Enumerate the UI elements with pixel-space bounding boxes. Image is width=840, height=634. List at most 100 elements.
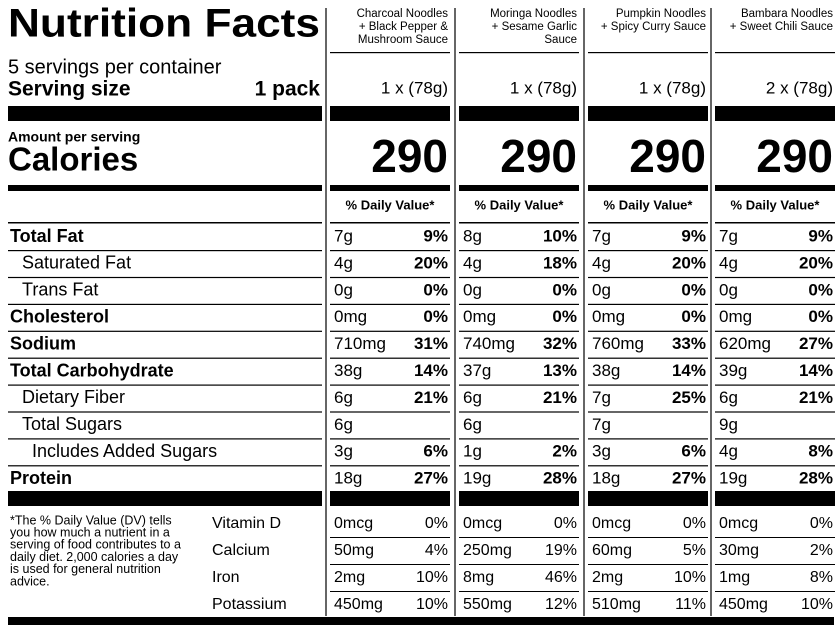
- nutrient-label: Protein: [10, 468, 72, 488]
- rule: [715, 330, 835, 332]
- amount: 0mg: [719, 307, 752, 326]
- vitamin-dv: 10%: [416, 596, 448, 613]
- rule: [715, 384, 835, 386]
- amount: 38g: [592, 361, 620, 380]
- rule: [588, 384, 708, 386]
- daily-value: 10%: [543, 226, 577, 245]
- rule: [8, 106, 322, 121]
- vitamin-amount: 250mg: [463, 542, 512, 559]
- rule: [588, 250, 708, 252]
- amount: 7g: [719, 226, 738, 245]
- rule: [588, 52, 708, 54]
- rule: [588, 185, 708, 191]
- vitamin-dv: 8%: [810, 569, 833, 586]
- title: Nutrition Facts: [8, 2, 320, 46]
- rule: [330, 384, 450, 386]
- amount: 3g: [334, 442, 353, 461]
- rule: [459, 185, 579, 191]
- amount: 0mg: [463, 307, 496, 326]
- vitamin-amount: 450mg: [719, 596, 768, 613]
- amount: 3g: [592, 442, 611, 461]
- rule: [8, 438, 322, 440]
- footnote: advice.: [10, 574, 50, 588]
- amount: 0g: [334, 280, 353, 299]
- rule: [459, 303, 579, 305]
- vitamin-dv: 2%: [810, 542, 833, 559]
- amount: 0g: [592, 280, 611, 299]
- vitamin-amount: 510mg: [592, 596, 641, 613]
- amount: 710mg: [334, 334, 386, 353]
- daily-value: 0%: [423, 307, 448, 326]
- vitamin-dv: 11%: [675, 596, 706, 613]
- amount: 38g: [334, 361, 362, 380]
- vitamin-dv: 10%: [801, 596, 833, 613]
- amount: 7g: [334, 226, 353, 245]
- rule: [8, 250, 322, 252]
- rule: [459, 438, 579, 440]
- serving-value: 1 x (78g): [510, 78, 577, 97]
- rule: [8, 330, 322, 332]
- rule: [459, 330, 579, 332]
- rule: [588, 564, 708, 565]
- rule: [715, 465, 835, 467]
- amount: 6g: [463, 388, 482, 407]
- dv-header: % Daily Value*: [346, 197, 436, 212]
- amount: 8g: [463, 226, 482, 245]
- rule: [715, 303, 835, 305]
- dv-header: % Daily Value*: [475, 197, 565, 212]
- daily-value: 27%: [799, 334, 833, 353]
- rule: [8, 357, 322, 359]
- rule: [715, 591, 835, 592]
- amount: 7g: [592, 388, 611, 407]
- vitamin-amount: 0mcg: [463, 515, 502, 532]
- product-name: + Spicy Curry Sauce: [601, 21, 706, 33]
- daily-value: 28%: [543, 469, 577, 488]
- product-name: Charcoal Noodles: [357, 8, 449, 20]
- nutrient-label: Includes Added Sugars: [32, 441, 217, 461]
- vitamin-dv: 10%: [674, 569, 706, 586]
- amount: 0g: [719, 280, 738, 299]
- rule: [330, 330, 450, 332]
- rule: [459, 276, 579, 279]
- rule: [330, 591, 450, 592]
- daily-value: 13%: [543, 361, 577, 380]
- rule: [330, 564, 450, 565]
- nutrient-label: Cholesterol: [10, 306, 109, 326]
- rule: [715, 438, 835, 440]
- servings: 5 servings per container: [8, 56, 222, 78]
- rule: [330, 106, 450, 121]
- serving-value: 2 x (78g): [766, 78, 833, 97]
- rule: [330, 411, 450, 413]
- rule: [715, 250, 835, 252]
- calories-value: 290: [756, 130, 833, 182]
- daily-value: 21%: [799, 388, 833, 407]
- rule: [330, 491, 450, 506]
- rule: [330, 250, 450, 252]
- rule: [459, 564, 579, 565]
- dv-header: % Daily Value*: [604, 197, 694, 212]
- rule: [330, 465, 450, 467]
- daily-value: 0%: [808, 280, 833, 299]
- nutrient-label: Dietary Fiber: [22, 387, 125, 407]
- serving-size: 1 pack: [255, 78, 321, 101]
- vitamin-amount: 0mcg: [592, 515, 631, 532]
- product-name: + Sweet Chili Sauce: [730, 21, 833, 33]
- amount: 4g: [719, 442, 738, 461]
- product-name: Pumpkin Noodles: [616, 8, 706, 20]
- vitamin-amount: 30mg: [719, 542, 759, 559]
- daily-value: 6%: [423, 442, 448, 461]
- rule: [8, 185, 322, 191]
- daily-value: 14%: [799, 361, 833, 380]
- rule: [715, 276, 835, 279]
- vitamin-amount: 2mg: [334, 569, 365, 586]
- rule: [715, 222, 835, 224]
- vitamin-amount: 2mg: [592, 569, 623, 586]
- footnote: daily diet. 2,000 calories a day: [10, 550, 179, 564]
- footnote: you how much a nutrient in a: [10, 525, 170, 539]
- daily-value: 14%: [414, 361, 448, 380]
- amount-label: Amount per serving: [8, 129, 140, 145]
- rule: [715, 185, 835, 191]
- amount: 7g: [592, 226, 611, 245]
- daily-value: 0%: [552, 307, 577, 326]
- daily-value: 0%: [681, 307, 706, 326]
